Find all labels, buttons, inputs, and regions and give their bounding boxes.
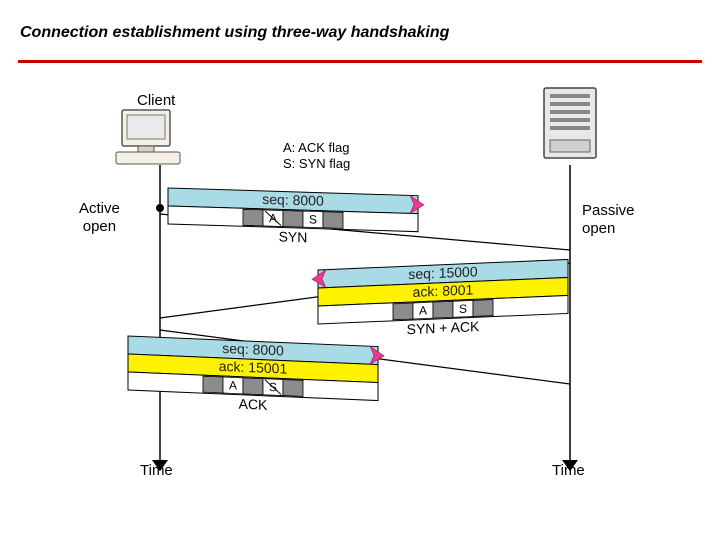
svg-text:seq: 8000: seq: 8000	[222, 340, 284, 359]
server-icon	[544, 88, 596, 158]
segment-ack: seq: 8000ack: 15001ASACK	[128, 336, 384, 418]
segment-syn: seq: 8000ASSYN	[168, 188, 424, 249]
svg-text:seq: 8000: seq: 8000	[262, 191, 324, 209]
svg-text:SYN + ACK: SYN + ACK	[407, 318, 480, 337]
segment-synack: seq: 15000ack: 8001 A S SYN + ACK	[312, 259, 568, 341]
svg-text:A: A	[419, 303, 427, 317]
svg-text:S: S	[309, 212, 317, 226]
svg-text:A: A	[229, 378, 237, 392]
svg-text:S: S	[459, 302, 467, 316]
svg-text:ACK: ACK	[239, 396, 268, 413]
svg-text:SYN: SYN	[279, 228, 308, 245]
svg-text:seq: 15000: seq: 15000	[408, 263, 477, 282]
timeline-arrowhead	[152, 460, 168, 471]
svg-text:ack: 15001: ack: 15001	[219, 358, 288, 377]
active-open-dot	[156, 204, 164, 212]
client-icon	[116, 110, 180, 164]
timeline-arrowhead	[562, 460, 578, 471]
diagram-canvas: seq: 8000ASSYNseq: 15000ack: 8001ASSYN +…	[0, 0, 720, 540]
svg-text:ack: 8001: ack: 8001	[413, 281, 474, 300]
